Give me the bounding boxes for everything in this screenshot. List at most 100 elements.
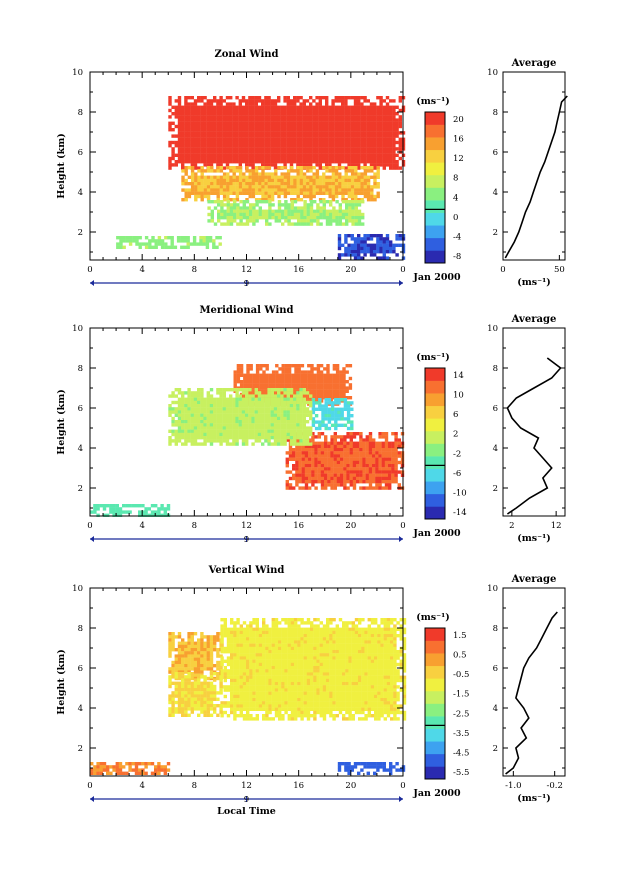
heatmap-cell: [131, 504, 135, 508]
heatmap-cell: [261, 407, 265, 411]
heatmap-cell: [336, 483, 341, 487]
heatmap-cell: [225, 147, 230, 151]
heatmap-cell: [330, 401, 335, 405]
heatmap-cell: [357, 131, 361, 135]
heatmap-cell: [273, 99, 278, 103]
heatmap-cell: [222, 118, 226, 122]
heatmap-cell: [341, 147, 345, 151]
heatmap-cell: [225, 150, 230, 154]
heatmap-cell: [343, 483, 347, 487]
heatmap-cell: [209, 429, 214, 433]
heatmap-cell: [229, 112, 233, 116]
heatmap-cell: [203, 667, 207, 671]
heatmap-cell: [373, 156, 377, 161]
heatmap-cell: [184, 404, 188, 408]
heatmap-cell: [327, 420, 332, 424]
heatmap-cell: [281, 367, 285, 371]
profile-y-tick-label: 10: [487, 324, 498, 334]
heatmap-cell: [318, 134, 322, 138]
heatmap-cell: [283, 160, 287, 164]
heatmap-cell: [373, 137, 377, 141]
heatmap-cell: [333, 470, 337, 474]
heatmap-cell: [177, 156, 182, 161]
heatmap-cell: [354, 188, 358, 192]
heatmap-cell: [160, 239, 165, 243]
heatmap-cell: [232, 436, 236, 440]
heatmap-cell: [254, 426, 258, 430]
heatmap-cell: [337, 253, 342, 257]
heatmap-cell: [340, 417, 344, 421]
heatmap-cell: [386, 618, 391, 622]
heatmap-cell: [200, 178, 204, 183]
heatmap-cell: [177, 651, 182, 655]
heatmap-cell: [324, 448, 328, 452]
heatmap-cell: [200, 185, 204, 189]
heatmap-cell: [328, 160, 332, 164]
heatmap-cell: [349, 473, 353, 477]
heatmap-cell: [200, 657, 204, 661]
heatmap-cell: [349, 464, 353, 468]
heatmap-cell: [337, 134, 342, 138]
heatmap-cell: [213, 134, 217, 138]
heatmap-cell: [294, 389, 298, 393]
heatmap-cell: [395, 153, 399, 157]
heatmap-cell: [285, 451, 289, 455]
heatmap-cell: [318, 112, 322, 116]
heatmap-cell: [194, 182, 198, 186]
heatmap-cell: [330, 467, 334, 471]
heatmap-cell: [216, 121, 220, 125]
heatmap-cell: [363, 121, 367, 125]
heatmap-cell: [343, 404, 348, 408]
heatmap-cell: [277, 436, 281, 440]
heatmap-cell: [170, 236, 174, 240]
heatmap-cell: [303, 206, 307, 210]
heatmap-cell: [249, 383, 253, 387]
heatmap-cell: [311, 438, 315, 442]
heatmap-cell: [235, 388, 239, 392]
date-axis-arrow: [90, 280, 94, 286]
heatmap-cell: [392, 166, 396, 170]
heatmap-cell: [344, 99, 348, 103]
heatmap-cell: [190, 436, 194, 440]
heatmap-cell: [373, 128, 377, 132]
heatmap-cell: [392, 246, 396, 251]
heatmap-cell: [392, 144, 396, 148]
heatmap-cell: [350, 175, 355, 179]
heatmap-cell: [261, 124, 265, 129]
heatmap-cell: [330, 470, 334, 474]
heatmap-cell: [326, 370, 330, 374]
heatmap-cell: [174, 442, 178, 446]
heatmap-cell: [325, 209, 330, 213]
heatmap-cell: [273, 410, 278, 414]
heatmap-cell: [209, 404, 214, 408]
heatmap-cell: [229, 388, 233, 392]
heatmap-cell: [251, 108, 255, 113]
heatmap-cell: [197, 147, 201, 151]
heatmap-cell: [273, 150, 278, 154]
heatmap-cell: [378, 464, 382, 468]
heatmap-cell: [187, 175, 192, 179]
heatmap-cell: [197, 416, 201, 421]
heatmap-cell: [360, 137, 364, 141]
heatmap-cell: [299, 410, 303, 414]
heatmap-cell: [248, 128, 252, 132]
heatmap-cell: [309, 413, 313, 417]
heatmap-cell: [320, 480, 325, 484]
heatmap-cell: [273, 137, 278, 141]
heatmap-cell: [281, 370, 285, 374]
x-tick-label: 12: [241, 521, 252, 531]
heatmap-cell: [373, 121, 377, 125]
heatmap-cell: [218, 236, 222, 240]
heatmap-cell: [252, 386, 257, 390]
heatmap-cell: [331, 166, 336, 170]
heatmap-cell: [254, 439, 258, 443]
heatmap-cell: [242, 178, 246, 183]
heatmap-cell: [318, 131, 322, 135]
heatmap-cell: [339, 380, 343, 384]
heatmap-cell: [360, 178, 364, 183]
heatmap-cell: [311, 467, 315, 471]
heatmap-cell: [296, 169, 300, 173]
heatmap-cell: [326, 392, 330, 397]
heatmap-cell: [255, 216, 259, 220]
heatmap-cell: [206, 426, 210, 430]
